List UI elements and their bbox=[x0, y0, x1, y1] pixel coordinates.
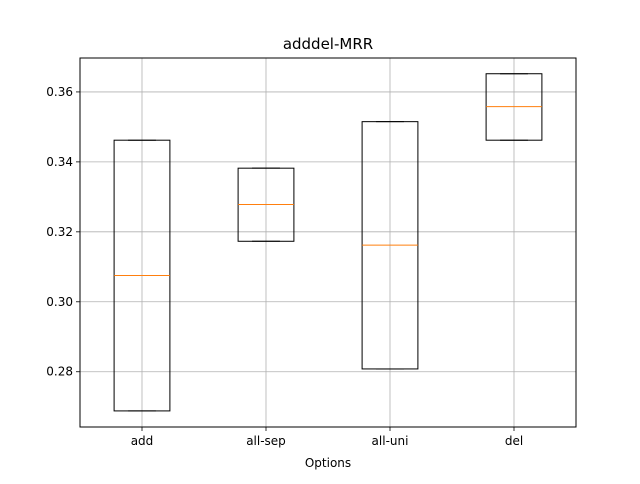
x-tick-label: add bbox=[131, 434, 154, 448]
y-tick-label: 0.28 bbox=[46, 365, 73, 379]
box-all-sep bbox=[237, 167, 295, 242]
x-axis-label: Options bbox=[305, 456, 351, 470]
chart-title: adddel-MRR bbox=[283, 35, 373, 53]
y-tick-label: 0.30 bbox=[46, 295, 73, 309]
box-all-uni bbox=[361, 121, 419, 370]
y-tick-label: 0.32 bbox=[46, 225, 73, 239]
tick-layer: add all-sep all-uni del 0.28 0.30 0.32 0.34 0.36 bbox=[46, 85, 523, 448]
x-tick-label: del bbox=[505, 434, 523, 448]
y-tick-label: 0.34 bbox=[46, 155, 73, 169]
x-tick-label: all-uni bbox=[372, 434, 409, 448]
plot-frame bbox=[79, 57, 577, 428]
y-tick-label: 0.36 bbox=[46, 85, 73, 99]
x-tick-label: all-sep bbox=[246, 434, 286, 448]
grid-layer bbox=[80, 58, 576, 427]
box-add bbox=[113, 139, 171, 412]
box-layer bbox=[113, 73, 543, 412]
box-del bbox=[485, 73, 543, 141]
